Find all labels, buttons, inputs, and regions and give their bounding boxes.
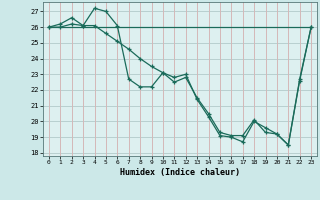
X-axis label: Humidex (Indice chaleur): Humidex (Indice chaleur) [120, 168, 240, 177]
